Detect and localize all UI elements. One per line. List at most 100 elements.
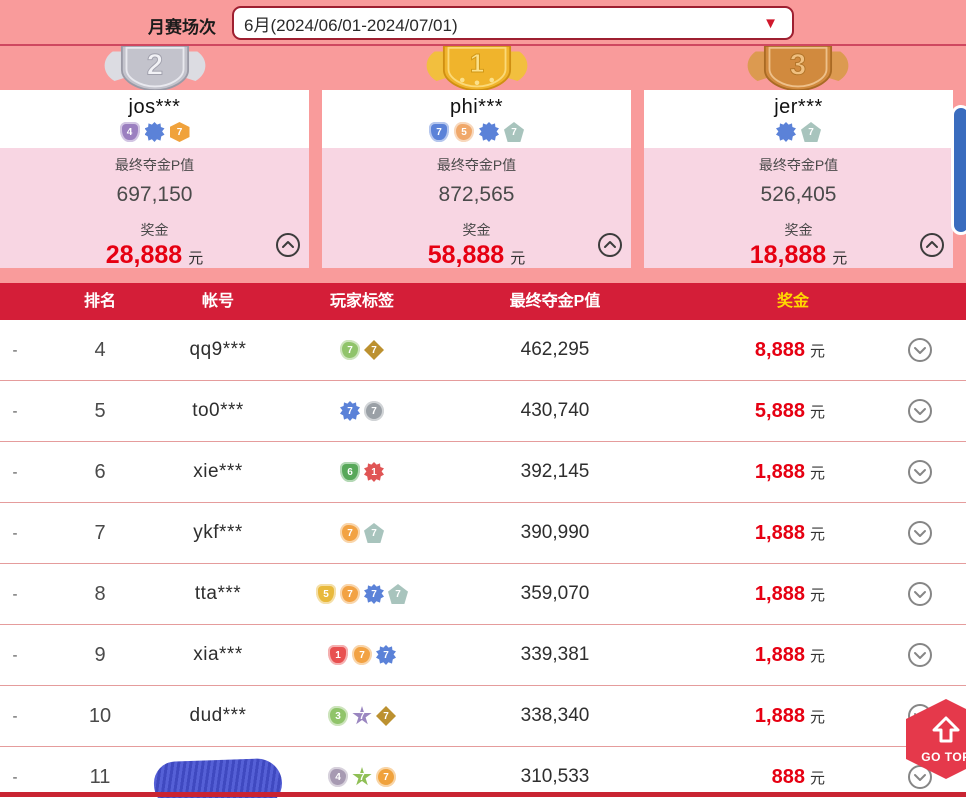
month-select[interactable]: 6月(2024/06/01-2024/07/01) ▼	[232, 6, 794, 40]
row-unit: 元	[809, 586, 825, 604]
p-value: 697,150	[116, 183, 193, 206]
collapse-button[interactable]	[275, 232, 301, 258]
trophy-badge-icon: 1	[328, 645, 348, 665]
rosette-badge-icon	[479, 122, 499, 142]
p-value: 872,565	[438, 183, 515, 206]
row-prize-cell: 1,888 元	[680, 503, 825, 563]
header-account: 帐号	[201, 293, 234, 310]
podium-card-stats: 最终夺金P值 872,565 奖金 58,888 元	[322, 148, 631, 269]
chevron-up-icon	[597, 232, 623, 258]
player-name: jos***	[128, 96, 181, 118]
row-prize: 1,888	[754, 460, 805, 483]
pentagon-badge-icon: 7	[504, 122, 524, 142]
row-prize: 1,888	[754, 704, 805, 727]
row-pvalue: 462,295	[520, 339, 590, 360]
filter-bar: 月赛场次 6月(2024/06/01-2024/07/01) ▼	[0, 0, 966, 46]
bag-badge-icon: 4	[328, 767, 348, 787]
diamond-badge-icon: 7	[376, 706, 396, 726]
chevron-down-icon	[907, 459, 933, 485]
bag-badge-icon: 3	[328, 706, 348, 726]
diamond-badge-icon: 7	[364, 340, 384, 360]
row-dash: -	[12, 707, 18, 725]
trophy-badge-icon: 4	[119, 122, 140, 142]
expand-row-button[interactable]	[905, 625, 935, 685]
header-rank: 排名	[83, 293, 116, 310]
row-pvalue: 392,145	[520, 461, 590, 482]
go-top-label: GO TOP	[921, 749, 966, 764]
trophy-badge-icon: 7	[429, 122, 449, 142]
prize-unit: 元	[188, 250, 204, 267]
chevron-down-icon	[907, 337, 933, 363]
rosette-badge-icon	[776, 122, 796, 142]
scrollbar-thumb[interactable]	[951, 105, 966, 235]
row-prize: 888	[771, 765, 805, 788]
bag-badge-icon: 5	[454, 122, 474, 142]
ranking-table-header: 排名 帐号 玩家标签 最终夺金P值 奖金	[0, 283, 966, 320]
player-name: jer***	[774, 96, 823, 118]
row-rank: 9	[94, 643, 106, 666]
star-badge-icon: 7	[352, 706, 372, 725]
row-dash: -	[12, 768, 18, 786]
row-dash: -	[12, 463, 18, 481]
circle-badge-icon: 7	[376, 767, 396, 787]
trophy-badge-icon: 5	[316, 584, 336, 604]
p-value-label: 最终夺金P值	[436, 157, 517, 173]
circle-badge-icon: 7	[364, 401, 384, 421]
row-rank: 10	[88, 704, 112, 727]
expand-row-button[interactable]	[905, 503, 935, 563]
expand-row-button[interactable]	[905, 381, 935, 441]
row-unit: 元	[809, 769, 825, 787]
bag-badge-icon: 7	[340, 584, 360, 604]
row-account: ykf***	[193, 522, 243, 543]
row-pvalue: 310,533	[520, 766, 590, 787]
row-account: xia***	[193, 644, 243, 665]
row-prize-cell: 888 元	[680, 747, 825, 798]
row-dash: -	[12, 646, 18, 664]
pentagon-badge-icon: 7	[388, 584, 408, 604]
header-pvalue: 最终夺金P值	[509, 293, 601, 310]
prize-amount: 28,888	[105, 241, 183, 269]
collapse-button[interactable]	[597, 232, 623, 258]
row-prize-cell: 1,888 元	[680, 625, 825, 685]
prize-unit: 元	[832, 250, 848, 267]
prize-label: 奖金	[462, 222, 491, 238]
prize-amount: 18,888	[749, 241, 827, 269]
expand-row-button[interactable]	[905, 564, 935, 624]
expand-row-button[interactable]	[905, 320, 935, 380]
rosette-badge-icon: 1	[364, 462, 384, 482]
collapse-button[interactable]	[919, 232, 945, 258]
row-rank: 8	[94, 582, 106, 605]
row-pvalue: 338,340	[520, 705, 590, 726]
svg-text:3: 3	[790, 49, 806, 82]
header-prize: 奖金	[776, 293, 809, 310]
row-unit: 元	[809, 403, 825, 421]
bag-badge-icon: 7	[340, 340, 360, 360]
player-badges: 7	[776, 122, 821, 142]
row-pvalue: 339,381	[520, 644, 590, 665]
rosette-badge-icon: 7	[376, 645, 396, 665]
chevron-down-icon	[907, 581, 933, 607]
chevron-up-icon	[919, 232, 945, 258]
medal-strip: 2 1 3	[0, 46, 966, 90]
row-prize-cell: 1,888 元	[680, 686, 825, 746]
row-pvalue: 359,070	[520, 583, 590, 604]
row-unit: 元	[809, 342, 825, 360]
table-bottom-border	[0, 792, 966, 797]
row-account: xie***	[193, 461, 243, 482]
row-prize: 1,888	[754, 521, 805, 544]
prize-unit: 元	[510, 250, 526, 267]
player-name: phi***	[449, 96, 504, 118]
podium-card-stats: 最终夺金P值 697,150 奖金 28,888 元	[0, 148, 309, 269]
prize-amount: 58,888	[427, 241, 505, 269]
expand-row-button[interactable]	[905, 442, 935, 502]
